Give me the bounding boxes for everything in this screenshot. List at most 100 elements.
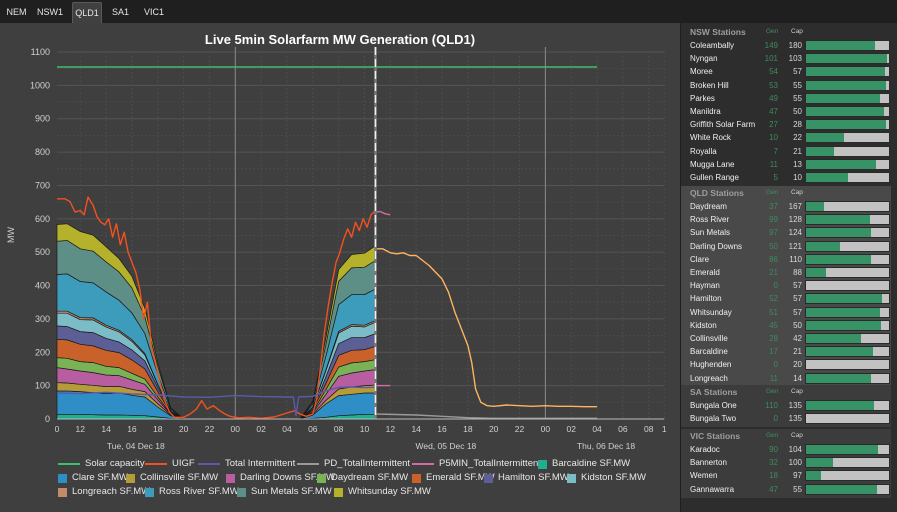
station-row[interactable]: Hamilton 52 57 [681,292,891,305]
station-row[interactable]: Longreach 11 14 [681,372,891,385]
legend-item-solar-capacity[interactable]: Solar capacity [58,457,145,471]
station-row[interactable]: Bungala Two 0 135 [681,412,891,425]
x-tick-label: 04 [282,424,292,434]
legend-item-longreach-sf-mw[interactable]: Longreach SF.MW [58,485,150,499]
legend-item-total-intermittent[interactable]: Total Intermittent [198,457,295,471]
station-utilisation-fill [806,334,862,343]
legend-line-swatch [145,463,167,465]
station-row[interactable]: Darling Downs 50 121 [681,240,891,253]
station-utilisation-bar [805,319,890,331]
station-capacity-mw: 57 [793,294,802,304]
station-name: Broken Hill [690,80,729,90]
station-gen-mw: 21 [769,268,778,277]
station-row[interactable]: Coleambally 149 180 [681,39,891,52]
station-row[interactable]: Bannerton 32 100 [681,456,891,469]
station-gen-mw: 52 [769,294,778,304]
station-row[interactable]: Emerald 21 88 [681,266,891,279]
legend-item-whitsunday-sf-mw[interactable]: Whitsunday SF.MW [334,485,431,499]
tab-nem[interactable]: NEM [6,7,27,17]
station-section-vic: VIC Stations Gen Cap Karadoc 90 104 Bannerton 3… [681,429,891,498]
legend-item-daydream-sf-mw[interactable]: Daydream SF.MW [317,471,408,485]
legend-item-collinsville-sf-mw[interactable]: Collinsville SF.MW [126,471,218,485]
legend-item-uigf[interactable]: UIGF [145,457,195,471]
series-line-p5min-totalintermittent [375,210,391,216]
station-gen-mw: 49 [769,93,778,103]
station-row[interactable]: Mugga Lane 11 13 [681,158,891,171]
station-row[interactable]: Barcaldine 17 21 [681,345,891,358]
station-row[interactable]: Clare 86 110 [681,253,891,266]
station-gen-mw: 45 [769,320,778,330]
station-row[interactable]: Ross River 99 128 [681,213,891,226]
x-tick-label: 10 [360,424,370,434]
station-row[interactable]: Gannawarra 47 55 [681,483,891,496]
x-tick-label: 08 [644,424,654,434]
station-row[interactable]: Hayman 0 57 [681,279,891,292]
tab-vic1[interactable]: VIC1 [143,7,164,17]
station-row[interactable]: Hughenden 0 20 [681,358,891,371]
station-row[interactable]: Sun Metals 97 124 [681,226,891,239]
station-row[interactable]: Karadoc 90 104 [681,443,891,456]
tab-qld1[interactable]: QLD1 [72,2,102,23]
station-name: Kidston [690,320,717,330]
station-gen-mw: 28 [769,334,778,343]
station-utilisation-bar [805,106,890,117]
station-row[interactable]: Nyngan 101 103 [681,52,891,65]
station-utilisation-bar [805,346,890,358]
chart-panel: Live 5min Solarfarm MW Generation (QLD1)… [0,23,680,512]
legend-item-barcaldine-sf-mw[interactable]: Barcaldine SF.MW [538,457,630,471]
legend-item-pd-totalintermittent[interactable]: PD_TotalIntermittent [297,457,410,471]
station-utilisation-fill [806,67,885,77]
legend-color-swatch [58,487,67,497]
x-tick-label: 02 [566,424,576,434]
tab-nsw1[interactable]: NSW1 [36,7,63,17]
station-row[interactable]: Kidston 45 50 [681,319,891,332]
legend-item-ross-river-sf-mw[interactable]: Ross River SF.MW [145,485,239,499]
tab-sa1[interactable]: SA1 [111,7,129,17]
legend-line-swatch [58,463,80,465]
x-tick-label: 1 [662,424,667,434]
station-gen-mw: 5 [773,173,778,182]
legend-item-hamilton-sf-mw[interactable]: Hamilton SF.MW [484,471,569,485]
station-name: Whitsunday [690,307,732,317]
station-gen-mw: 97 [769,228,778,238]
station-utilisation-fill [806,445,878,454]
legend-color-swatch [317,473,326,483]
series-line-total-intermittent [56,386,376,417]
station-row[interactable]: Bungala One 110 135 [681,399,891,412]
station-row[interactable]: Royalla 7 21 [681,145,891,158]
legend-line-swatch [198,463,220,465]
station-capacity-mw: 57 [793,67,802,77]
legend-label: Kidston SF.MW [581,472,646,483]
station-row[interactable]: Manildra 47 50 [681,105,891,118]
station-row[interactable]: White Rock 10 22 [681,131,891,144]
station-utilisation-bar [805,413,890,425]
gen-column-header: Gen [766,189,779,196]
legend-item-emerald-sf-mw[interactable]: Emerald SF.MW [412,471,495,485]
y-tick-label: 1000 [30,80,50,90]
legend-item-darling-downs-sf-mw[interactable]: Darling Downs SF.MW [226,471,335,485]
legend-item-sun-metals-sf-mw[interactable]: Sun Metals SF.MW [237,485,332,499]
station-utilisation-bar [805,79,890,91]
station-gen-mw: 51 [769,307,778,317]
station-row[interactable]: Gullen Range 5 10 [681,171,891,184]
station-row[interactable]: Moree 54 57 [681,65,891,78]
legend-item-clare-sf-mw[interactable]: Clare SF.MW [58,471,128,485]
legend-line-swatch [412,463,434,465]
station-row[interactable]: Griffith Solar Farm 27 28 [681,118,891,131]
station-row[interactable]: Wemen 18 97 [681,469,891,482]
station-name: Clare [690,254,710,264]
legend-item-kidston-sf-mw[interactable]: Kidston SF.MW [567,471,646,485]
station-row[interactable]: Daydream 37 167 [681,200,891,213]
gen-column-header: Gen [766,28,779,35]
station-row[interactable]: Whitsunday 51 57 [681,306,891,319]
station-gen-mw: 0 [773,360,778,370]
station-row[interactable]: Broken Hill 53 55 [681,79,891,92]
legend-item-p5min-totalintermittent[interactable]: P5MIN_TotalIntermittent [412,457,541,471]
y-tick-label: 700 [35,180,50,190]
station-capacity-mw: 88 [793,268,802,277]
station-utilisation-bar [805,53,890,65]
station-utilisation-bar [805,444,890,455]
station-row[interactable]: Parkes 49 55 [681,92,891,105]
station-row[interactable]: Collinsville 28 42 [681,332,891,345]
x-tick-label: 08 [334,424,344,434]
